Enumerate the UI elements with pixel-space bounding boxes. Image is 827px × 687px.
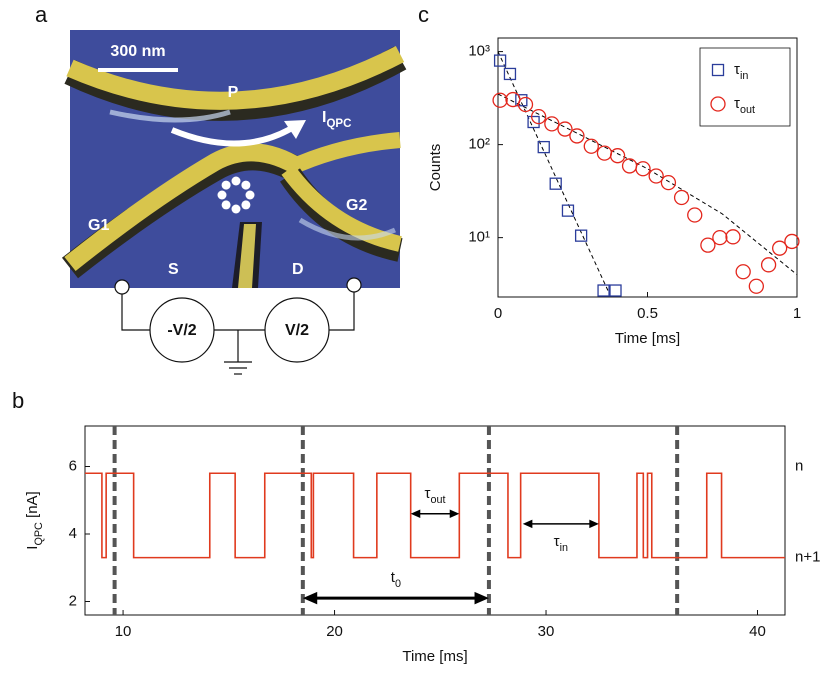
y-tick-label: 10³ <box>468 43 490 60</box>
gate-label: P <box>228 84 239 101</box>
x-tick-label: 30 <box>538 623 555 640</box>
y-tick-label: 10¹ <box>468 229 490 246</box>
source-label: V/2 <box>285 322 309 339</box>
y-axis-title: IQPC [nA] <box>24 491 45 549</box>
y-tick-label: 4 <box>69 525 77 542</box>
annotation-label: τout <box>425 485 446 506</box>
y-axis-title: Counts <box>427 144 444 192</box>
marker <box>749 279 763 293</box>
x-axis-title: Time [ms] <box>615 330 680 347</box>
dot <box>218 191 227 200</box>
terminal <box>347 278 361 292</box>
y-tick-label: 10² <box>468 136 490 153</box>
marker <box>726 230 740 244</box>
dot <box>246 191 255 200</box>
fit-line <box>498 52 609 292</box>
marker <box>623 159 637 173</box>
marker <box>584 139 598 153</box>
marker <box>688 208 702 222</box>
y-tick-label: 6 <box>69 457 77 474</box>
panel-label: a <box>35 2 48 27</box>
panel-label: b <box>12 388 24 413</box>
x-tick-label: 1 <box>793 305 801 322</box>
dot <box>222 181 231 190</box>
x-tick-label: 40 <box>749 623 766 640</box>
figure: a c b 300 nm P G1 G2 S D IQPC <box>0 0 827 682</box>
marker <box>762 258 776 272</box>
x-tick-label: 20 <box>326 623 343 640</box>
dot <box>241 181 250 190</box>
marker <box>545 117 559 131</box>
marker <box>675 191 689 205</box>
marker <box>636 162 650 176</box>
x-tick-label: 0.5 <box>637 305 658 322</box>
dot <box>241 200 250 209</box>
marker <box>713 231 727 245</box>
dot <box>222 200 231 209</box>
annotation-label: t0 <box>391 569 401 590</box>
y-tick-label: 2 <box>69 592 77 609</box>
x-tick-label: 0 <box>494 305 502 322</box>
wire <box>122 294 150 330</box>
marker <box>736 265 750 279</box>
gate-label: G2 <box>346 197 367 214</box>
arrow-head <box>475 592 489 605</box>
dot <box>232 177 241 186</box>
marker <box>550 178 561 189</box>
state-label: n+1 <box>795 549 820 566</box>
contact-label: S <box>168 261 179 278</box>
trace <box>85 473 785 557</box>
arrow-head <box>523 520 533 528</box>
marker <box>597 146 611 160</box>
marker <box>611 149 625 163</box>
dot <box>232 205 241 214</box>
marker <box>661 176 675 190</box>
terminal <box>115 280 129 294</box>
plot-frame <box>85 426 785 615</box>
arrow-head <box>589 520 599 528</box>
wire <box>329 292 354 330</box>
marker <box>506 93 520 107</box>
marker <box>562 205 573 216</box>
marker <box>610 285 621 296</box>
arrow-head <box>450 510 460 518</box>
annotation-label: τin <box>554 533 568 554</box>
marker <box>519 97 533 111</box>
scale-label: 300 nm <box>110 43 165 60</box>
x-axis-title: Time [ms] <box>402 648 467 665</box>
contact-label: D <box>292 261 304 278</box>
panel-label: c <box>418 2 429 27</box>
circuit <box>115 278 361 374</box>
state-label: n <box>795 457 803 474</box>
device-image: 300 nm P G1 G2 S D IQPC <box>70 30 400 288</box>
x-tick-label: 10 <box>115 623 132 640</box>
arrow-head <box>411 510 421 518</box>
gate-label: G1 <box>88 217 109 234</box>
source-label: -V/2 <box>167 322 196 339</box>
arrow-head <box>303 592 317 605</box>
